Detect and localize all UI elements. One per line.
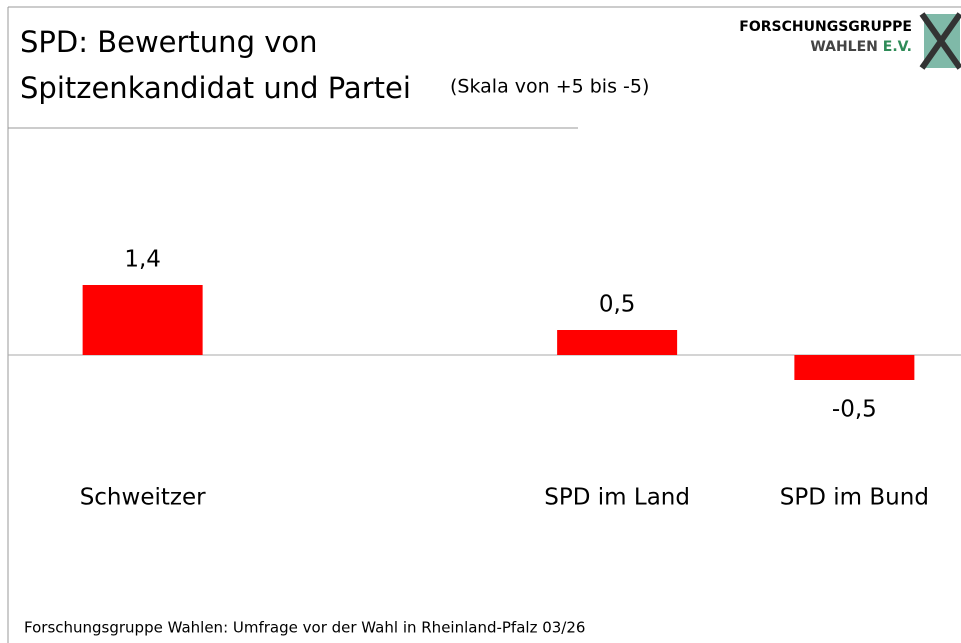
logo-text: FORSCHUNGSGRUPPE: [739, 19, 912, 35]
logo-text: WAHLEN: [810, 39, 878, 55]
chart-title: SPD: Bewertung von: [20, 25, 317, 59]
logo-icon: [919, 12, 961, 70]
x-tick-label: SPD im Bund: [780, 485, 929, 511]
chart-title: Spitzenkandidat und Partei: [20, 71, 411, 105]
bar: [557, 330, 678, 355]
source-note: Forschungsgruppe Wahlen: Umfrage vor der…: [24, 619, 585, 637]
x-tick-label: Schweitzer: [80, 485, 206, 511]
data-label: 0,5: [599, 292, 636, 318]
bar: [82, 285, 203, 355]
x-tick-label: SPD im Land: [544, 485, 690, 511]
logo-text: WAHLEN E.V.: [810, 39, 912, 55]
logo-text: E.V.: [883, 39, 912, 55]
data-label: 1,4: [124, 247, 161, 273]
chart-subtitle: (Skala von +5 bis -5): [450, 76, 649, 98]
data-label: -0,5: [832, 397, 877, 423]
bar: [794, 355, 915, 380]
